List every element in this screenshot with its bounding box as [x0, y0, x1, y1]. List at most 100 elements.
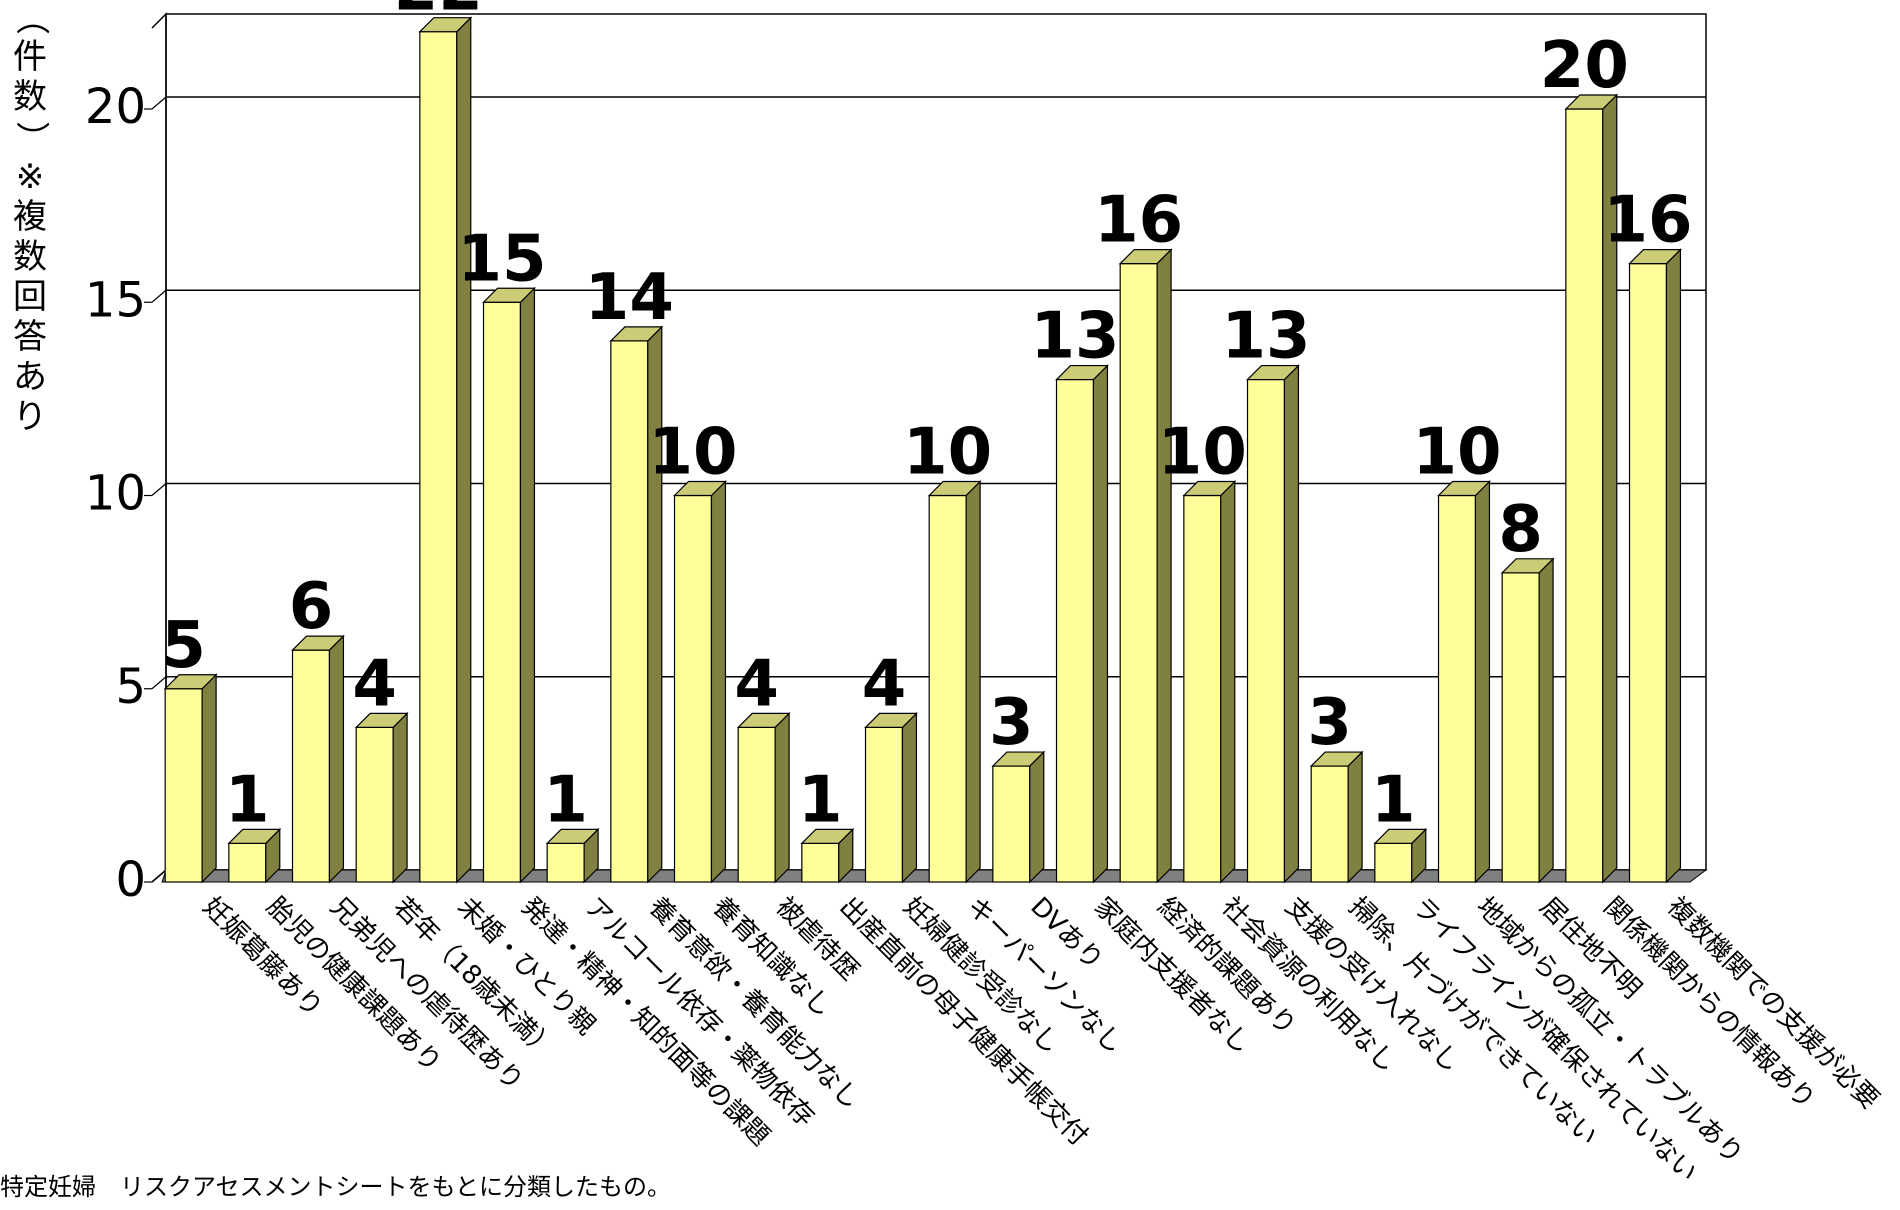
bar-top	[1246, 364, 1300, 381]
bar-side	[519, 286, 536, 884]
bar-front	[1565, 108, 1604, 883]
y-tick-labels: 0 5 10 15 20	[85, 79, 146, 908]
data-label: 10	[1412, 416, 1501, 490]
data-label: 1	[798, 763, 843, 837]
bar-top	[609, 326, 664, 342]
bar-front	[1310, 765, 1349, 883]
bar	[163, 673, 218, 884]
data-labels: 516422151141041410313161013311082016	[161, 0, 1692, 837]
data-label: 4	[352, 647, 397, 721]
bar	[1309, 750, 1364, 884]
bar-front	[673, 494, 713, 883]
bar-top	[227, 828, 282, 844]
bar-top	[991, 751, 1046, 767]
bars	[163, 16, 1682, 884]
gridline-angle	[151, 289, 167, 303]
bar	[864, 711, 918, 884]
bar	[1500, 557, 1555, 884]
data-label: 16	[1094, 184, 1183, 258]
bar-side	[1665, 248, 1682, 884]
bar-top	[545, 828, 600, 844]
bar-side	[1474, 480, 1491, 884]
bar	[1437, 480, 1491, 884]
bar	[227, 827, 282, 884]
data-label: 13	[1221, 300, 1310, 374]
bar	[1564, 93, 1619, 884]
y-axis-title-char: 数	[13, 237, 47, 277]
bar	[1118, 248, 1173, 884]
bar-side	[965, 480, 981, 884]
data-label: 14	[585, 261, 674, 335]
bar-side	[1092, 364, 1109, 884]
bar-top	[1055, 364, 1109, 381]
bar-top	[1309, 751, 1364, 767]
bar	[354, 711, 409, 884]
bar-top	[418, 17, 473, 33]
y-tick-label: 20	[85, 79, 146, 135]
data-label: 3	[1307, 686, 1352, 760]
bar-side	[1347, 750, 1363, 884]
bar-front	[1183, 494, 1222, 883]
y-axis-title-char: ）	[11, 121, 51, 155]
gridline-angle	[151, 676, 167, 690]
bar	[1628, 248, 1682, 884]
bar-side	[201, 673, 217, 884]
y-axis-title-char: 件	[13, 37, 47, 77]
gridline-angle	[151, 483, 167, 496]
bar-front	[228, 842, 267, 883]
data-label: 16	[1603, 184, 1692, 258]
bar-front	[928, 494, 967, 883]
bar-top	[927, 480, 982, 497]
y-axis-title-char: 複	[13, 197, 47, 237]
bar-front	[1055, 378, 1095, 883]
y-tick-label: 0	[115, 852, 146, 908]
bar-top	[354, 712, 409, 728]
bar-top	[1628, 249, 1682, 265]
y-axis-title-char: あ	[13, 357, 47, 397]
bar	[927, 480, 982, 884]
bar-front	[1119, 263, 1158, 883]
bar	[800, 827, 855, 884]
side-wall	[151, 12, 167, 883]
bar-front	[291, 649, 331, 883]
bar-top	[800, 828, 855, 844]
bar-front	[1628, 263, 1668, 883]
bar	[1373, 827, 1428, 884]
y-tick-label: 15	[85, 272, 146, 328]
bar-side	[1220, 480, 1236, 884]
bar-top	[1437, 480, 1491, 497]
bar	[1182, 480, 1237, 884]
gridline-angle	[151, 869, 167, 883]
bar-side	[1283, 364, 1300, 884]
bar-side	[328, 634, 345, 884]
bar-top	[1373, 828, 1428, 844]
bar	[1055, 364, 1109, 884]
data-label: 1	[225, 763, 270, 837]
bar-top	[163, 674, 218, 690]
data-label: 4	[734, 647, 779, 721]
bar-front	[164, 688, 203, 883]
bar-side	[901, 711, 918, 884]
bar-side	[774, 711, 790, 884]
bar-side	[647, 325, 663, 884]
y-tick-label: 5	[115, 659, 146, 715]
bar-front	[864, 726, 904, 883]
bar-top	[864, 712, 918, 728]
bar-top	[1564, 94, 1619, 110]
bar-side	[1156, 248, 1172, 884]
bar	[291, 634, 345, 884]
bar	[673, 480, 727, 884]
bar-side	[456, 16, 472, 884]
bar-front	[419, 31, 458, 883]
bar-top	[673, 480, 727, 497]
bar-front	[482, 301, 522, 883]
bar-front	[992, 765, 1031, 883]
footnote: 特定妊婦 リスクアセスメントシートをもとに分類したもの。	[0, 1173, 671, 1201]
bar-front	[1501, 572, 1540, 883]
data-label: 15	[457, 222, 546, 296]
bar-top	[1182, 480, 1237, 497]
bar	[991, 750, 1046, 884]
bar	[609, 325, 664, 884]
data-label: 10	[1158, 416, 1247, 490]
